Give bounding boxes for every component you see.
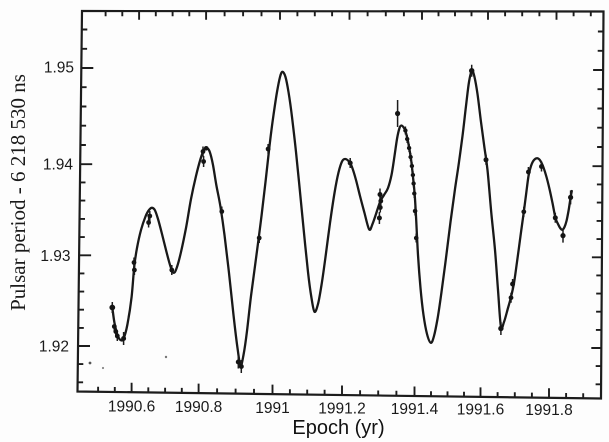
svg-text:1991.2: 1991.2: [318, 401, 365, 418]
svg-text:1.92: 1.92: [39, 339, 69, 356]
svg-text:1.95: 1.95: [44, 60, 74, 77]
svg-text:1990.6: 1990.6: [108, 399, 155, 416]
svg-text:1991.8: 1991.8: [525, 402, 572, 419]
svg-text:1.93: 1.93: [40, 248, 70, 265]
svg-text:1991.6: 1991.6: [457, 402, 504, 419]
svg-text:1.94: 1.94: [43, 157, 74, 174]
svg-text:Pulsar period - 6 218 530 ns: Pulsar period - 6 218 530 ns: [6, 74, 30, 311]
svg-text:1991.4: 1991.4: [391, 401, 439, 418]
svg-text:1990.8: 1990.8: [175, 399, 222, 416]
svg-text:1991: 1991: [255, 400, 289, 417]
svg-text:Epoch (yr): Epoch (yr): [292, 417, 384, 439]
